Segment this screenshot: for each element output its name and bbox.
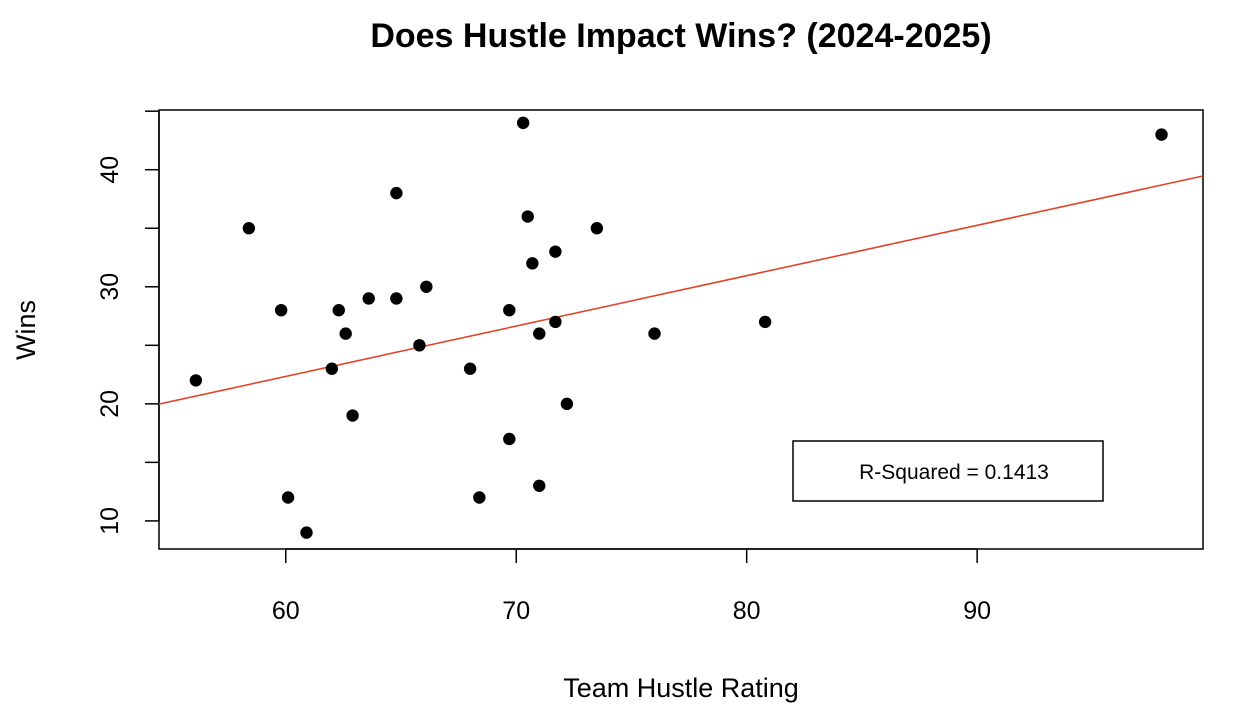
data-point [346,409,359,422]
regression-line-layer [159,175,1203,405]
x-tick-label: 90 [963,597,991,625]
data-point [325,362,339,375]
x-axis-label: Team Hustle Rating [563,673,799,703]
data-point [503,303,516,317]
data-point [521,210,534,223]
regression-line [159,175,1203,405]
data-point [590,222,604,235]
data-point [413,339,426,352]
y-axis-label: Wins [11,300,41,360]
data-point [516,116,530,130]
y-axis: 10 20 30 40 [96,110,160,535]
data-point [473,491,486,504]
data-point [274,303,288,317]
data-point [242,222,256,235]
annotation-text: R-Squared = 0.1413 [859,461,1049,484]
data-point [533,479,546,492]
data-point [281,491,295,504]
y-tick-label: 40 [96,156,124,184]
data-point [420,280,433,293]
data-point [549,245,562,258]
x-tick-label: 60 [272,597,300,625]
x-tick-label: 70 [502,597,530,625]
data-point [332,303,345,317]
annotation-box [792,440,1104,502]
data-point [533,327,546,340]
data-point [526,257,539,270]
data-point [1155,128,1168,141]
y-tick-label: 30 [96,273,124,301]
data-point [390,186,403,200]
data-point [560,397,574,411]
data-point [648,327,661,340]
data-point [463,362,477,375]
data-point [549,315,562,329]
data-point [503,432,516,446]
chart-title: Does Hustle Impact Wins? (2024-2025) [370,17,991,55]
data-point [362,292,375,305]
data-point [300,526,313,539]
data-point [758,315,772,329]
data-points [189,116,1168,539]
data-point [390,292,403,305]
x-axis: 60 70 80 90 [272,548,991,625]
data-point [339,327,352,340]
x-tick-label: 80 [733,597,761,625]
data-point [189,374,203,387]
r-squared-annotation: R-Squared = 0.1413 [792,440,1104,502]
y-tick-label: 20 [96,390,124,418]
y-tick-label: 10 [96,507,124,535]
